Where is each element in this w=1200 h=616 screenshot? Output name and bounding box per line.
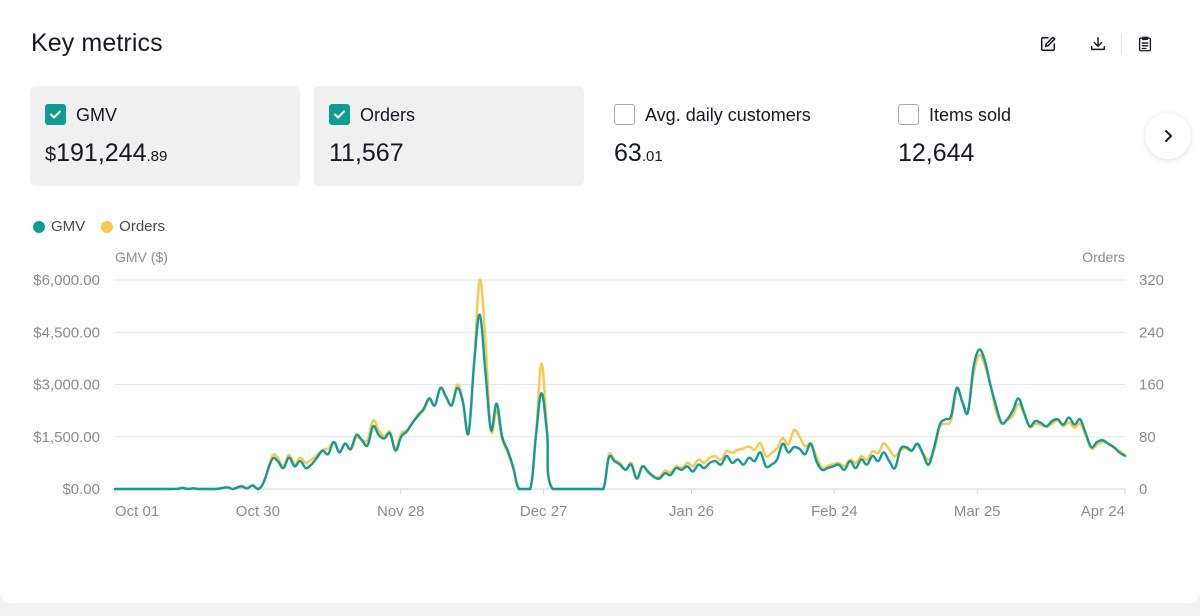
y-axis-right-title: Orders: [1082, 249, 1125, 265]
line-chart: GMV ($) Orders $0.00 $1,500.00 $3,000.00 $4…: [33, 249, 1164, 520]
metric-card-items-sold[interactable]: Items sold 12,644: [883, 86, 1153, 186]
x-tick-label: Nov 28: [377, 503, 425, 520]
y-left-tick-label: $4,500.00: [33, 324, 100, 341]
panel-title: Key metrics: [31, 29, 163, 57]
legend-item-gmv[interactable]: GMV: [33, 218, 85, 235]
items-sold-checkbox[interactable]: [898, 104, 919, 125]
legend-dot-orders: [101, 220, 114, 233]
y-right-tick-label: 80: [1139, 429, 1156, 446]
check-icon: [334, 110, 345, 119]
next-metrics-button[interactable]: [1145, 113, 1191, 159]
avg-daily-customers-checkbox[interactable]: [614, 104, 635, 125]
orders-checkbox[interactable]: [329, 104, 350, 125]
legend-label-orders: Orders: [119, 218, 166, 235]
x-tick-label: Dec 27: [520, 503, 568, 520]
y-axis-left-title: GMV ($): [115, 249, 168, 265]
y-right-tick-label: 240: [1139, 324, 1164, 341]
avg-daily-customers-value: 63.01: [614, 139, 663, 167]
metric-card-gmv[interactable]: GMV $191,244.89: [30, 86, 300, 186]
orders-label: Orders: [360, 105, 416, 125]
metric-card-avg-daily-customers[interactable]: Avg. daily customers 63.01: [599, 86, 869, 186]
x-tick-label: Oct 30: [236, 503, 280, 520]
gmv-label: GMV: [76, 105, 118, 125]
y-left-tick-label: $0.00: [62, 481, 100, 498]
edit-icon[interactable]: [1038, 34, 1058, 54]
key-metrics-panel: Key metrics GMV $191,244.89 Orders 11,56…: [0, 0, 1200, 603]
gmv-checkbox[interactable]: [45, 104, 66, 125]
x-tick-label: Apr 24: [1081, 503, 1125, 520]
legend-label-gmv: GMV: [51, 218, 86, 235]
toolbar-divider: [1121, 35, 1122, 53]
x-tick-label: Feb 24: [811, 503, 858, 520]
gmv-value: $191,244.89: [45, 139, 168, 167]
y-right-tick-label: 160: [1139, 377, 1164, 394]
report-icon[interactable]: [1135, 34, 1155, 54]
chart-legend: GMV Orders: [33, 218, 181, 235]
y-right-tick-label: 320: [1139, 272, 1164, 289]
metric-card-orders[interactable]: Orders 11,567: [314, 86, 584, 186]
orders-value: 11,567: [329, 139, 404, 167]
y-left-tick-label: $1,500.00: [33, 429, 100, 446]
x-tick-label: Jan 26: [669, 503, 714, 520]
y-left-tick-label: $6,000.00: [33, 272, 100, 289]
items-sold-value: 12,644: [898, 139, 975, 167]
legend-item-orders[interactable]: Orders: [101, 218, 165, 235]
series-line-gmv: [113, 313, 1127, 491]
y-right-tick-label: 0: [1139, 481, 1147, 498]
check-icon: [50, 110, 61, 119]
legend-dot-gmv: [33, 220, 45, 233]
y-left-tick-label: $3,000.00: [33, 377, 100, 394]
x-tick-label: Oct 01: [115, 503, 159, 520]
avg-daily-customers-label: Avg. daily customers: [645, 105, 811, 125]
download-icon[interactable]: [1088, 34, 1108, 54]
chevron-right-icon: [1165, 130, 1172, 142]
x-tick-label: Mar 25: [954, 503, 1001, 520]
items-sold-label: Items sold: [929, 105, 1012, 125]
